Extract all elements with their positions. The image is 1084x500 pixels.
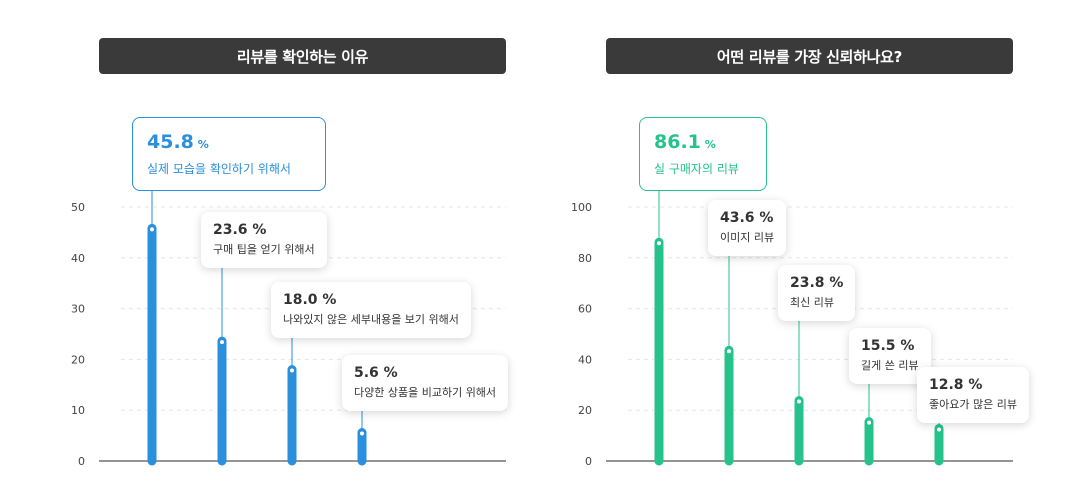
value-number: 12.8 % — [929, 377, 983, 393]
category-label: 좋아요가 많은 리뷰 — [929, 398, 1017, 411]
value-callout: 23.8 % 최신 리뷰 — [778, 265, 856, 321]
category-label: 나와있지 않은 세부내용을 보기 위해서 — [283, 313, 459, 326]
value-callout: 15.5 % 길게 쓴 리뷰 — [849, 328, 931, 384]
value-number: 23.8 % — [790, 275, 844, 291]
value-label: 86.1 % — [654, 130, 752, 157]
value-number: 5.6 % — [354, 365, 398, 381]
chart-title: 어떤 리뷰를 가장 신뢰하나요? — [606, 38, 1013, 74]
y-tick-label: 10 — [71, 404, 85, 417]
category-label: 이미지 리뷰 — [720, 231, 775, 244]
value-number: 15.5 % — [861, 338, 915, 354]
value-number: 43.6 % — [720, 210, 774, 226]
y-tick-label: 50 — [71, 201, 85, 214]
category-label: 구매 팁을 얻기 위해서 — [213, 243, 315, 256]
value-number: 45.8 — [147, 131, 194, 153]
bar-top-dot — [657, 241, 661, 246]
value-label: 18.0 % — [283, 291, 459, 309]
value-number: 86.1 — [654, 131, 701, 153]
value-callout: 23.6 % 구매 팁을 얻기 위해서 — [201, 212, 327, 268]
category-label: 다양한 상품을 비교하기 위해서 — [354, 386, 497, 399]
value-label: 45.8 % — [147, 130, 311, 157]
bar-top-dot — [797, 399, 801, 404]
bar-top-dot — [867, 420, 871, 425]
value-number: 18.0 % — [283, 292, 337, 308]
bar-top-dot — [150, 227, 154, 232]
y-tick-label: 0 — [78, 455, 85, 468]
bar-top-dot — [727, 349, 731, 354]
y-tick-label: 30 — [71, 303, 85, 316]
y-tick-label: 40 — [578, 353, 592, 366]
y-tick-label: 40 — [71, 252, 85, 265]
value-label: 15.5 % — [861, 337, 919, 355]
y-tick-label: 0 — [585, 455, 592, 468]
bar-top-dot — [290, 368, 294, 373]
category-label: 실제 모습을 확인하기 위해서 — [147, 162, 291, 176]
bar-top-dot — [937, 427, 941, 432]
value-callout: 18.0 % 나와있지 않은 세부내용을 보기 위해서 — [271, 282, 471, 338]
value-callout: 5.6 % 다양한 상품을 비교하기 위해서 — [342, 355, 509, 411]
value-unit: % — [700, 138, 716, 151]
value-number: 23.6 % — [213, 222, 267, 238]
highlight-callout: 86.1 % 실 구매자의 리뷰 — [639, 117, 767, 191]
chart-title: 리뷰를 확인하는 이유 — [99, 38, 506, 74]
y-tick-label: 20 — [578, 404, 592, 417]
highlight-callout: 45.8 % 실제 모습을 확인하기 위해서 — [132, 117, 326, 191]
y-tick-label: 80 — [578, 252, 592, 265]
value-label: 5.6 % — [354, 364, 496, 382]
y-tick-label: 60 — [578, 303, 592, 316]
value-callout: 43.6 % 이미지 리뷰 — [708, 200, 787, 256]
value-label: 12.8 % — [929, 376, 1017, 394]
bar-chart: 0 20 40 60 80 100 — [571, 191, 1013, 468]
trust-panel: 어떤 리뷰를 가장 신뢰하나요? 0 20 40 60 80 100 86.1 % 실 구매… — [571, 0, 1029, 500]
category-label: 실 구매자의 리뷰 — [654, 162, 739, 176]
reason-panel: 리뷰를 확인하는 이유 0 10 20 30 40 50 45.8 % 실제 모습을 확인하… — [71, 0, 519, 500]
bar-top-dot — [360, 431, 364, 436]
value-label: 43.6 % — [720, 209, 774, 227]
bar-top-dot — [220, 340, 224, 345]
category-label: 길게 쓴 리뷰 — [861, 359, 919, 372]
y-tick-label: 20 — [71, 353, 85, 366]
category-label: 최신 리뷰 — [790, 296, 834, 309]
value-unit: % — [193, 138, 209, 151]
value-label: 23.6 % — [213, 221, 315, 239]
value-callout: 12.8 % 좋아요가 많은 리뷰 — [917, 367, 1029, 423]
value-label: 23.8 % — [790, 274, 843, 292]
y-tick-label: 100 — [571, 201, 592, 214]
